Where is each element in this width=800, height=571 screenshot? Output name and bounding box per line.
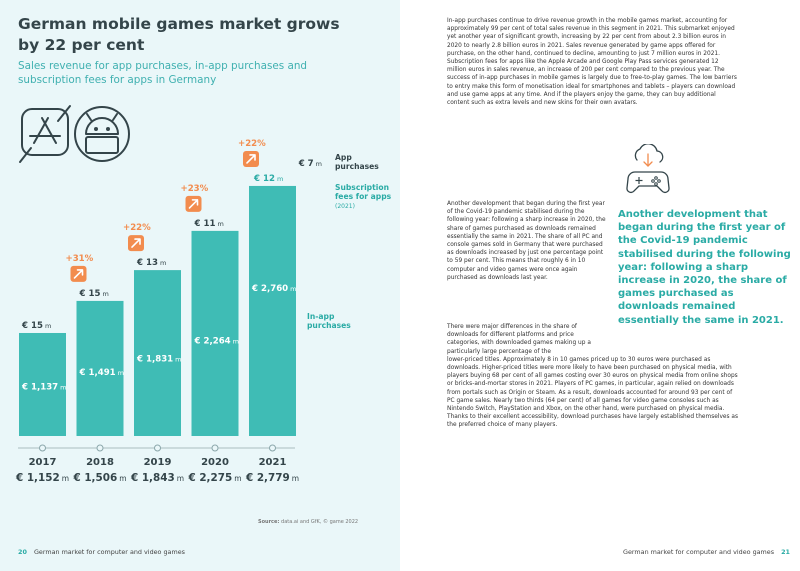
label-app-2018-unit: m (102, 290, 108, 298)
total-label-2019: € 1,843 m (130, 472, 184, 484)
x-tick-2019: 2019 (144, 457, 172, 468)
label-app-2019-value: € 13 (136, 258, 158, 268)
label-in-app-2018-value: € 1,491 (79, 368, 116, 378)
total-label-2019-unit: m (177, 474, 184, 483)
x-tick-2017: 2017 (29, 457, 57, 468)
left-page: German mobile games market grows by 22 p… (0, 0, 400, 571)
tick-marker-2019 (154, 444, 161, 452)
source-note: Source: data.ai and GfK, © game 2022 (258, 519, 358, 525)
paragraph-2: Another development that began during th… (447, 201, 606, 281)
download-controller-icon (626, 144, 670, 193)
total-label-2021-value: € 2,779 (245, 472, 290, 484)
growth-label-2020: +23% (181, 184, 209, 194)
label-app-2017: € 15 m (21, 321, 51, 331)
label-in-app-2018-unit: m (118, 369, 124, 377)
label-sub-2021-value: € 12 (253, 174, 275, 184)
growth-label-2019: +22% (123, 223, 151, 233)
tick-marker-2020 (211, 444, 219, 452)
label-app-2019: € 13 m (136, 258, 166, 268)
footer-right: German market for computer and video gam… (623, 548, 790, 556)
label-in-app-2020-value: € 2,264 (194, 337, 231, 347)
label-app-2017-value: € 15 (21, 321, 43, 331)
growth-label-2021: +22% (238, 139, 266, 149)
bar-in-app-2021 (249, 185, 296, 436)
source-text: data.ai and GfK, © game 2022 (281, 519, 359, 525)
growth-arrow-glyph-2018 (73, 269, 84, 279)
label-in-app-2020-unit: m (233, 338, 239, 346)
legend-subscription-label: Subscription fees for apps (335, 183, 392, 201)
growth-arrow-glyph-2019 (131, 238, 141, 248)
total-label-2018-unit: m (119, 474, 126, 483)
label-app-2020-unit: m (217, 220, 223, 228)
total-label-2021: € 2,779 m (245, 472, 299, 484)
total-label-2020-value: € 2,275 (187, 472, 232, 484)
label-app-2018: € 15 m (79, 289, 109, 299)
label-app-2020: € 11 m (194, 219, 224, 229)
android-icon (74, 106, 130, 162)
growth-arrow-glyph-2020 (188, 199, 199, 209)
label-app-2019-unit: m (160, 259, 166, 267)
page-number-right: 21 (781, 548, 790, 556)
label-app-2018-value: € 15 (79, 289, 101, 299)
total-label-2020-unit: m (234, 474, 241, 483)
label-app-2017-unit: m (45, 322, 51, 330)
pull-quote: Another development that began during th… (618, 209, 791, 326)
label-in-app-2019: € 1,831 m (136, 354, 182, 364)
paragraph-3-rest: lower-priced titles. Approximately 8 in … (447, 356, 739, 429)
page-subtitle: Sales revenue for app purchases, in-app … (18, 60, 308, 86)
total-label-2017-value: € 1,152 (15, 472, 60, 484)
label-in-app-2019-value: € 1,831 (136, 354, 173, 364)
label-app-2020-value: € 11 (194, 219, 216, 229)
label-sub-2021: € 12 m (253, 174, 283, 184)
footer-left: 20 German market for computer and video … (18, 548, 185, 556)
paragraph-1: In-app purchases continue to drive reven… (447, 18, 737, 107)
x-tick-2018: 2018 (86, 457, 114, 468)
bar-in-app-2020 (191, 230, 239, 436)
label-app-2021-value: € 7 (298, 159, 314, 169)
label-in-app-2017-unit: m (60, 384, 66, 392)
tick-marker-2018 (96, 444, 104, 452)
label-in-app-2017-value: € 1,137 (21, 383, 58, 393)
label-in-app-2019-unit: m (175, 355, 181, 363)
total-label-2020: € 2,275 m (187, 472, 241, 484)
total-label-2018: € 1,506 m (72, 472, 126, 484)
page-title: German mobile games market grows by 22 p… (18, 15, 340, 54)
legend-subscription-fees: Subscription fees for apps (2021) (335, 183, 393, 211)
tick-marker-2021 (269, 444, 276, 452)
label-in-app-2020: € 2,264 m (194, 337, 240, 347)
x-tick-2020: 2020 (201, 457, 229, 468)
label-in-app-2021-unit: m (290, 285, 296, 293)
bar-in-app-2019 (134, 270, 181, 436)
label-sub-2021-unit: m (277, 175, 283, 183)
total-label-2021-unit: m (292, 474, 299, 483)
growth-label-2018: +31% (66, 254, 94, 264)
bar-in-app-2018 (76, 300, 124, 436)
legend-app-purchases: App purchases (335, 153, 379, 171)
label-in-app-2021-value: € 2,760 (251, 284, 288, 294)
label-app-2021-unit: m (316, 160, 322, 168)
total-label-2017: € 1,152 m (15, 472, 69, 484)
source-label: Source: (258, 519, 280, 525)
legend-in-app-purchases: In-app purchases (307, 312, 351, 330)
tick-marker-2017 (39, 444, 46, 452)
x-tick-2021: 2021 (259, 457, 287, 468)
footer-text-left: German market for computer and video gam… (33, 548, 185, 556)
total-label-2019-value: € 1,843 (130, 472, 175, 484)
paragraph-3: There were major differences in the shar… (447, 323, 739, 430)
label-in-app-2017: € 1,137 m (21, 383, 67, 393)
right-page: In-app purchases continue to drive reven… (400, 0, 800, 571)
label-in-app-2018: € 1,491 m (79, 368, 125, 378)
page-number-left: 20 (18, 548, 27, 556)
growth-arrow-glyph-2021 (246, 154, 256, 164)
legend-subscription-year: (2021) (335, 203, 355, 210)
footer-text-right: German market for computer and video gam… (623, 548, 775, 556)
app-store-icon (19, 105, 71, 163)
label-in-app-2021: € 2,760 m (251, 284, 297, 294)
paragraph-3-intro: There were major differences in the shar… (447, 324, 591, 355)
total-label-2018-value: € 1,506 (72, 472, 117, 484)
total-label-2017-unit: m (62, 474, 69, 483)
bar-in-app-2017 (19, 332, 66, 436)
